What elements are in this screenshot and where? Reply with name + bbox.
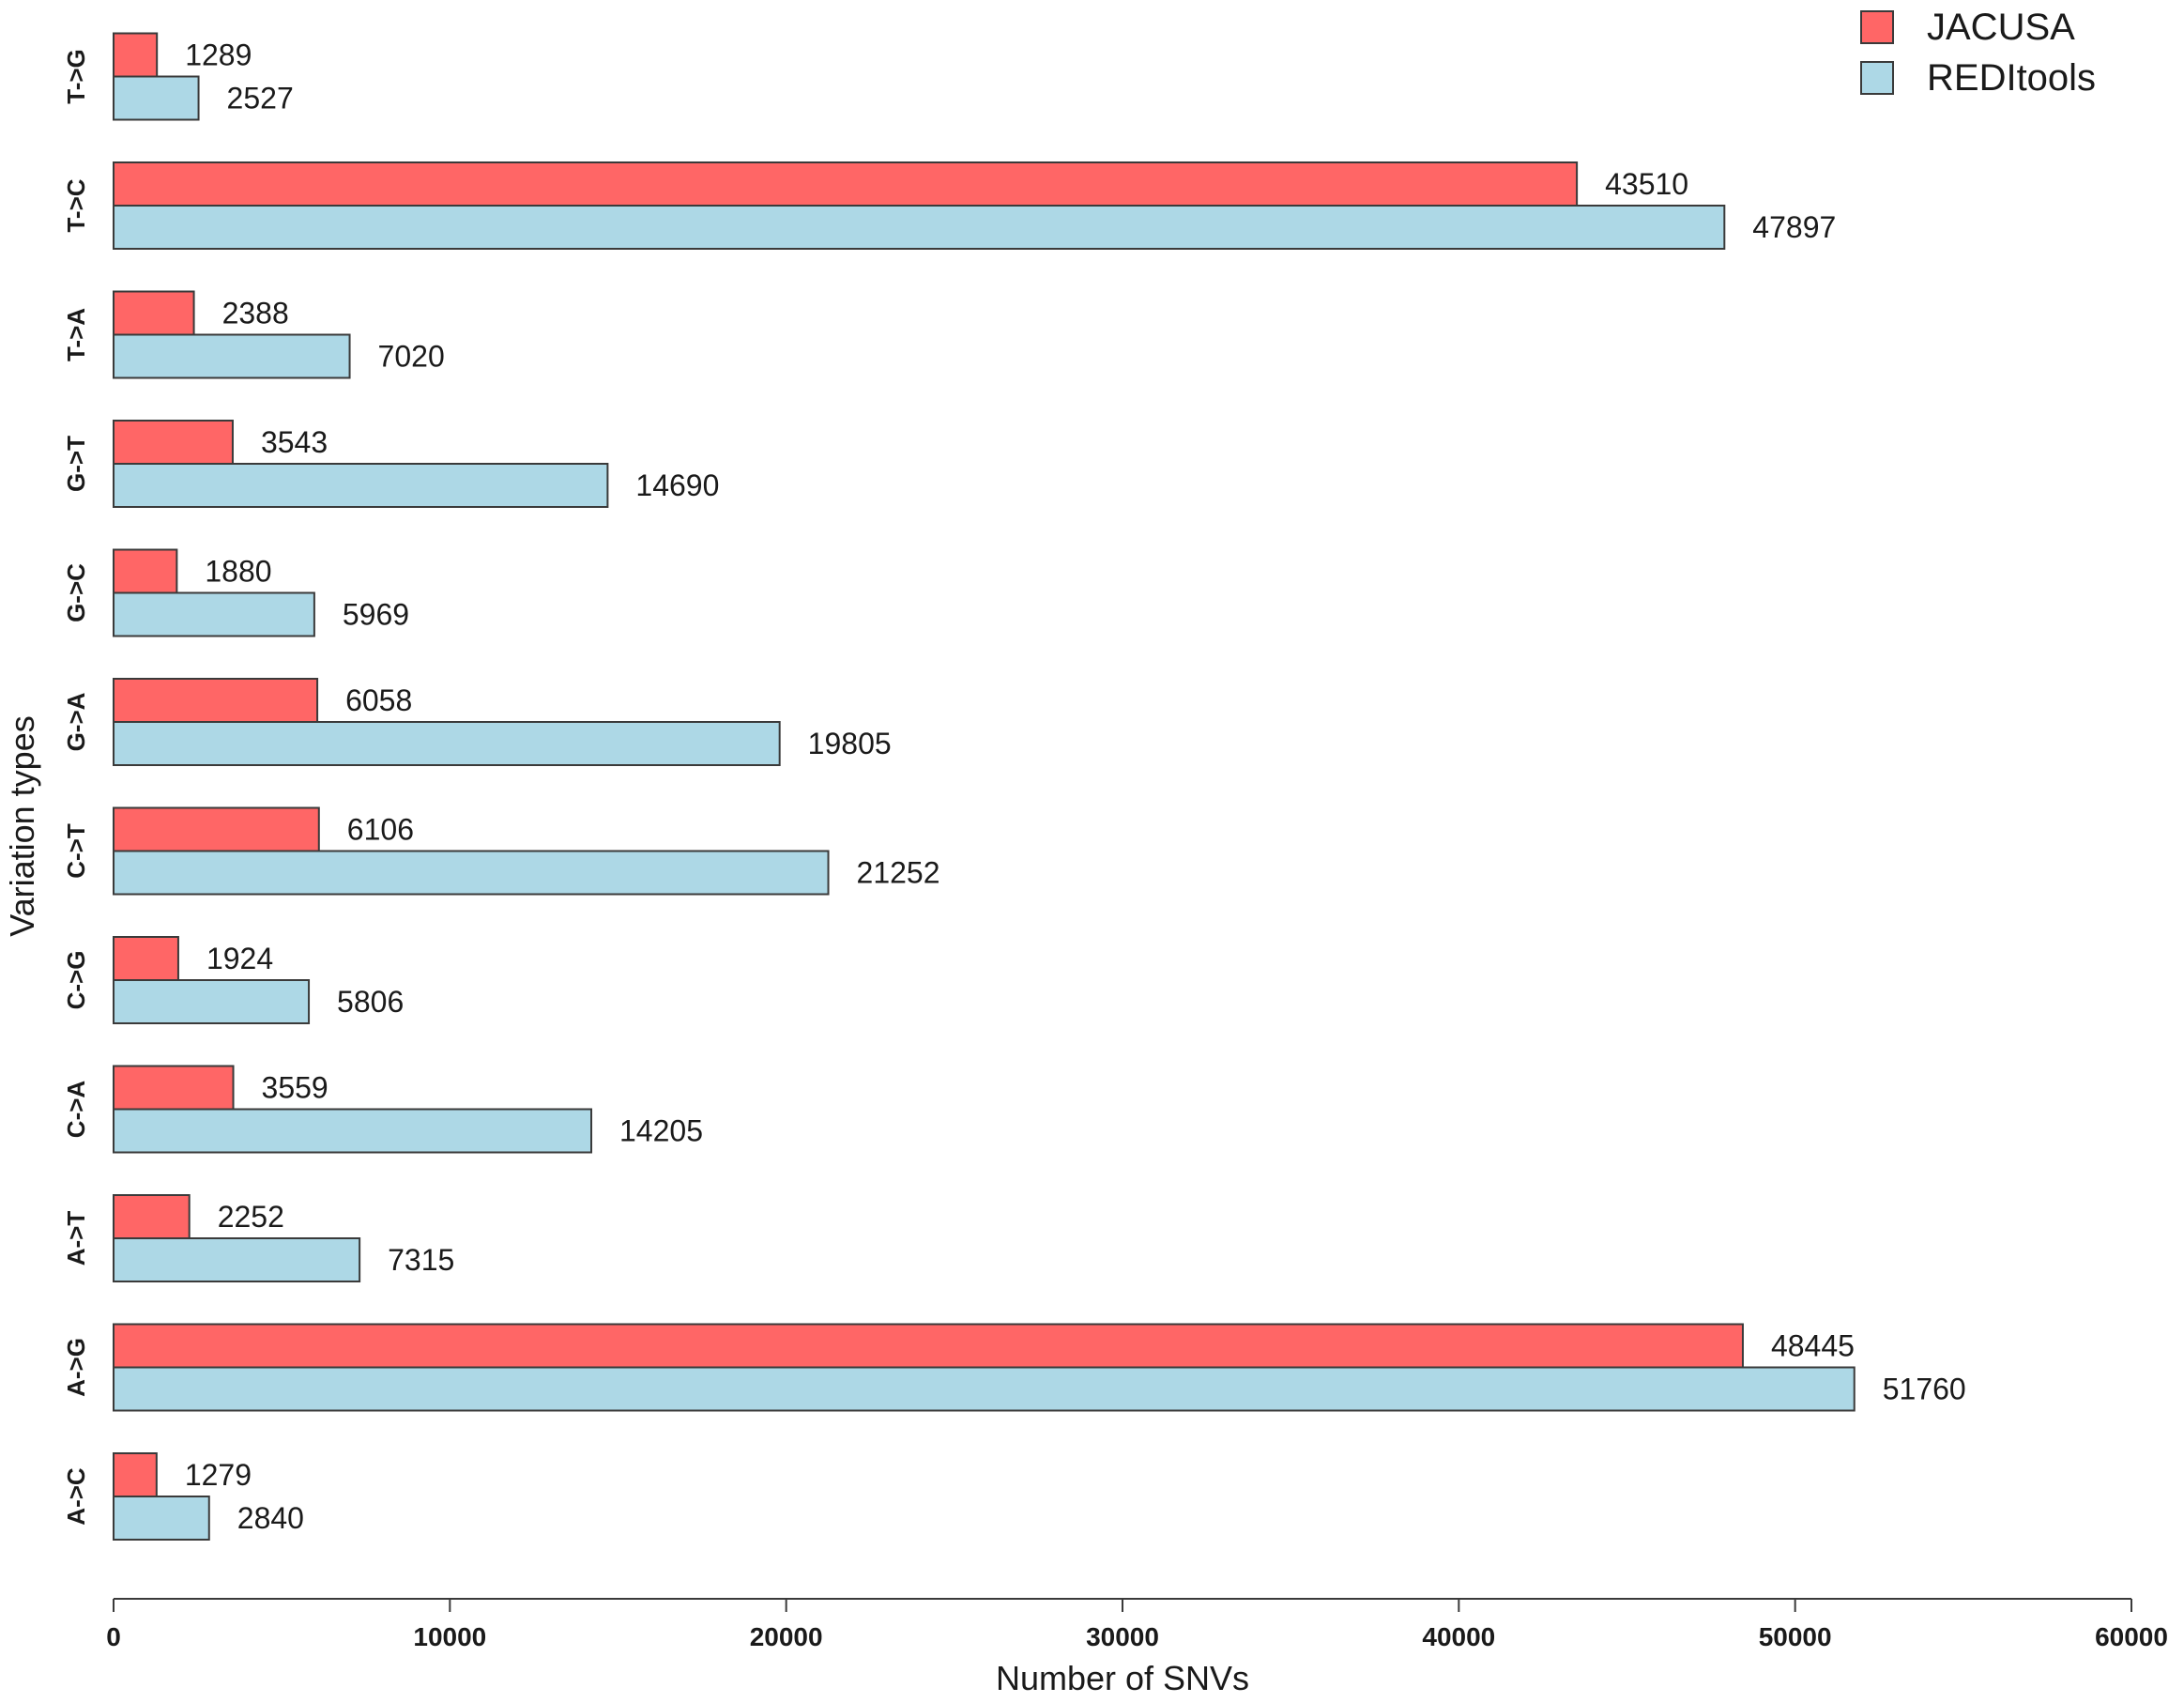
value-label-jacusa-a-to-g: 48445 [1771,1329,1855,1363]
category-label: T->C [62,178,90,232]
category-label: G->C [62,563,90,622]
category-label: C->G [62,951,90,1010]
bar-jacusa-c-to-g [113,936,179,981]
category-label: T->G [62,49,90,104]
category-label: C->A [62,1081,90,1139]
value-label-reditools-c-to-g: 5806 [337,985,404,1019]
x-tick-label: 50000 [1759,1622,1832,1651]
bar-reditools-a-to-c [113,1496,210,1541]
value-label-jacusa-a-to-t: 2252 [218,1200,284,1234]
x-axis-title: Number of SNVs [996,1659,1249,1697]
legend-swatch-jacusa [1860,10,1894,44]
bar-jacusa-g-to-c [113,548,178,594]
value-label-jacusa-g-to-t: 3543 [261,425,328,459]
bar-reditools-t-to-a [113,333,351,379]
bar-jacusa-t-to-a [113,290,195,336]
bar-jacusa-a-to-t [113,1194,191,1239]
category-label: C->T [62,823,90,879]
legend-label-reditools: REDItools [1927,57,2096,99]
y-axis-title: Variation types [3,715,41,936]
category-label: A->G [62,1338,90,1397]
bar-reditools-g-to-t [113,463,609,508]
value-label-reditools-c-to-t: 21252 [857,856,940,890]
legend-label-jacusa: JACUSA [1927,7,2075,48]
bar-reditools-c-to-g [113,979,311,1024]
bar-reditools-c-to-a [113,1108,593,1154]
legend-swatch-reditools [1860,61,1894,95]
bar-jacusa-c-to-a [113,1065,235,1111]
x-tick-label: 20000 [750,1622,823,1651]
category-label: A->C [62,1467,90,1526]
category-label: T->A [62,308,90,361]
value-label-jacusa-t-to-a: 2388 [222,297,289,330]
x-tick-label: 40000 [1422,1622,1495,1651]
value-label-jacusa-g-to-c: 1880 [205,555,271,589]
value-label-reditools-t-to-g: 2527 [227,82,294,115]
bar-reditools-a-to-t [113,1237,361,1282]
value-label-jacusa-t-to-c: 43510 [1605,167,1688,201]
value-label-jacusa-c-to-a: 3559 [262,1071,328,1105]
bar-reditools-g-to-a [113,721,781,766]
bars-layer: 1279 2840 48445 51760 2252 7315 3559 14205 1924 5… [113,32,1966,1541]
value-label-reditools-a-to-t: 7315 [388,1243,454,1277]
x-tick-label: 10000 [413,1622,486,1651]
value-label-jacusa-a-to-c: 1279 [185,1458,252,1492]
category-label: G->T [62,436,90,492]
x-axis: 0 10000 20000 30000 40000 50000 60000 [106,1598,2168,1651]
value-label-jacusa-t-to-g: 1289 [185,38,252,72]
value-label-reditools-g-to-t: 14690 [635,468,719,502]
legend: JACUSA REDItools [1860,7,2096,99]
bar-reditools-c-to-t [113,850,830,896]
bar-jacusa-t-to-c [113,161,1579,207]
x-tick-label: 60000 [2095,1622,2168,1651]
value-label-reditools-t-to-c: 47897 [1752,210,1836,244]
category-label: A->T [62,1211,90,1266]
bar-jacusa-g-to-t [113,420,234,465]
bar-reditools-t-to-c [113,205,1726,250]
bar-reditools-g-to-c [113,591,315,637]
value-label-jacusa-g-to-a: 6058 [345,683,412,717]
bar-jacusa-a-to-c [113,1452,158,1497]
bar-reditools-a-to-g [113,1366,1856,1412]
value-label-reditools-c-to-a: 14205 [619,1114,703,1148]
category-labels: A->C A->G A->T C->A C->G C->T G->A G->C G->T T->A… [62,49,90,1525]
bar-jacusa-c-to-t [113,806,320,852]
category-label: G->A [62,692,90,751]
bar-jacusa-g-to-a [113,678,319,723]
bar-jacusa-a-to-g [113,1323,1744,1369]
value-label-reditools-g-to-a: 19805 [808,727,892,760]
value-label-reditools-a-to-c: 2840 [237,1501,304,1535]
value-label-reditools-g-to-c: 5969 [343,598,409,632]
value-label-jacusa-c-to-t: 6106 [347,813,414,847]
x-tick-label: 0 [106,1622,121,1651]
value-label-reditools-t-to-a: 7020 [378,340,445,374]
x-tick-label: 30000 [1086,1622,1159,1651]
bar-jacusa-t-to-g [113,32,159,78]
value-label-jacusa-c-to-g: 1924 [206,942,273,975]
bar-reditools-t-to-g [113,75,200,121]
value-label-reditools-a-to-g: 51760 [1883,1373,1966,1406]
